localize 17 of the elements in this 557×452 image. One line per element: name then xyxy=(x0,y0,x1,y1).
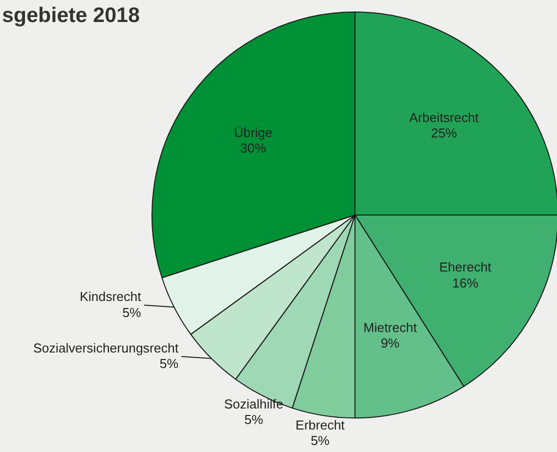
slice-label: Eherecht xyxy=(439,260,492,275)
data-label: 5% xyxy=(244,412,264,427)
data-label: 30% xyxy=(240,140,267,156)
slice-label: Erbrecht xyxy=(296,417,346,432)
slice-label: Übrige xyxy=(234,125,272,140)
data-label: 9% xyxy=(380,336,400,351)
slice-label: Mietrecht xyxy=(363,320,418,335)
data-label: 16% xyxy=(452,275,479,290)
slice-label: Sozialhilfe xyxy=(224,396,284,412)
data-label: 5% xyxy=(122,304,142,320)
slice-label: Kindsrecht xyxy=(80,289,142,304)
slice-label: Sozialversicherungsrecht xyxy=(33,340,179,356)
data-label: 25% xyxy=(430,126,458,141)
slice-label: Arbeitsrecht xyxy=(409,110,480,126)
data-label: 5% xyxy=(310,432,330,448)
chart-title: sgebiete 2018 xyxy=(2,4,140,28)
data-label: 5% xyxy=(160,356,179,372)
